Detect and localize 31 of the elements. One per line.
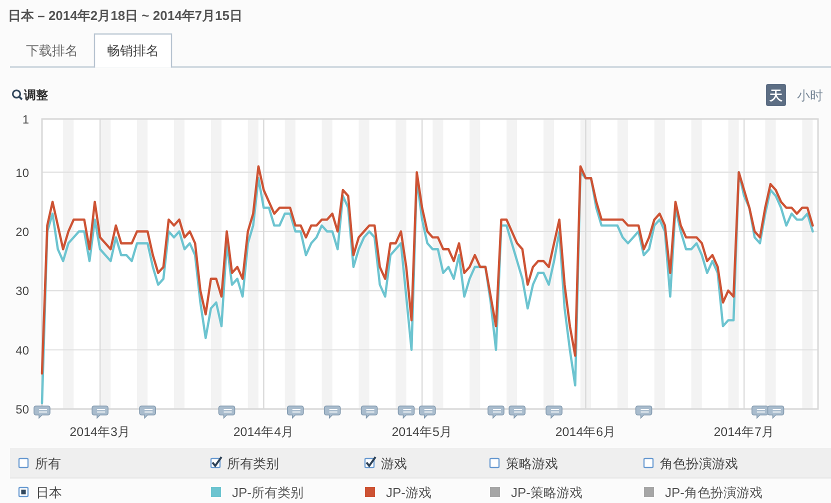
- x-tick: 2014年5月: [392, 425, 452, 439]
- legend-label: JP-角色扮演游戏: [665, 485, 762, 500]
- x-tick: 2014年6月: [555, 425, 616, 439]
- y-tick: 30: [16, 284, 29, 298]
- legend-item: JP-策略游戏: [490, 485, 582, 500]
- toggle-label: 天: [770, 88, 782, 103]
- y-tick: 1: [22, 112, 29, 126]
- toggle-label: 小时: [797, 88, 823, 103]
- checkbox-label: 策略游戏: [506, 456, 558, 471]
- legend-item: JP-角色扮演游戏: [644, 485, 762, 500]
- y-tick: 40: [16, 343, 29, 358]
- tab-label: 下载排名: [26, 43, 78, 58]
- x-tick: 2014年7月: [714, 425, 774, 439]
- legend-label: JP-所有类别: [232, 485, 304, 500]
- checkbox-label: 所有: [35, 456, 61, 471]
- legend-item: JP-游戏: [365, 485, 432, 500]
- y-tick: 50: [16, 402, 29, 416]
- y-tick: 20: [16, 224, 29, 239]
- x-tick: 2014年3月: [70, 425, 130, 439]
- button-label: 调整: [24, 88, 48, 102]
- legend-label: JP-游戏: [386, 485, 432, 500]
- legend-title: 日本: [36, 485, 62, 500]
- legend-item: JP-所有类别: [211, 485, 304, 500]
- tab-label: 畅销排名: [107, 43, 159, 58]
- y-tick: 10: [16, 166, 29, 180]
- checkbox-label: 所有类别: [227, 456, 279, 471]
- checkbox-label: 角色扮演游戏: [660, 456, 738, 471]
- x-tick: 2014年4月: [233, 425, 294, 439]
- title: 日本 – 2014年2月18日 ~ 2014年7月15日: [8, 8, 242, 23]
- checkbox-label: 游戏: [381, 456, 407, 471]
- legend-label: JP-策略游戏: [511, 485, 582, 500]
